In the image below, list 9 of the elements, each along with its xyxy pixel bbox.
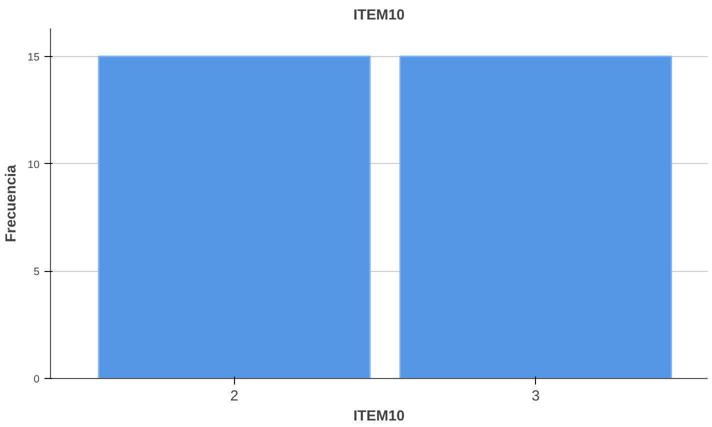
- y-tick-label: 5: [34, 266, 40, 278]
- y-tick-label: 0: [34, 374, 40, 386]
- y-tick-label: 10: [28, 158, 40, 171]
- x-tick-label: 3: [532, 388, 540, 404]
- chart-title: ITEM10: [353, 8, 405, 24]
- y-axis-title: Frecuencia: [4, 164, 20, 242]
- x-axis-title: ITEM10: [353, 408, 405, 424]
- x-tick-label: 2: [230, 388, 238, 404]
- y-tick-label: 15: [28, 51, 40, 64]
